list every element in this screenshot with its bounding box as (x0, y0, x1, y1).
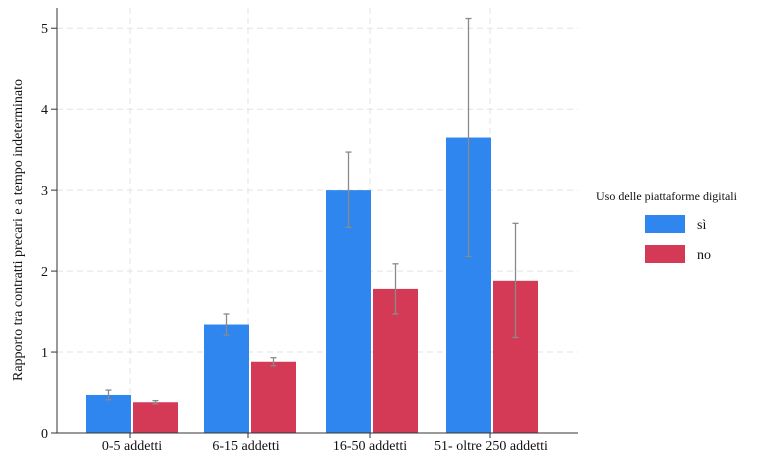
legend-title: Uso delle piattaforme digitali (596, 189, 738, 203)
y-tick-label: 4 (41, 103, 48, 118)
x-tick-label: 16-50 addetti (333, 439, 407, 454)
y-tick-label: 0 (41, 427, 48, 442)
error-bars-layer (105, 17, 519, 405)
legend: Uso delle piattaforme digitali sì no (596, 189, 738, 263)
bar-no (133, 402, 178, 433)
bar-si (86, 394, 131, 433)
legend-swatch-si (645, 215, 685, 233)
legend-label-no: no (697, 248, 711, 263)
x-tick-label: 0-5 addetti (102, 439, 162, 454)
x-tick-label: 6-15 addetti (212, 439, 279, 454)
legend-swatch-no (645, 245, 685, 263)
x-tick-label: 51- oltre 250 addetti (434, 439, 548, 454)
legend-label-si: sì (697, 218, 706, 233)
y-tick-label: 1 (41, 346, 48, 361)
bars-layer (86, 137, 538, 433)
bar-no (251, 361, 296, 433)
y-tick-label: 3 (41, 184, 48, 199)
bar-si (204, 324, 249, 433)
y-axis-title: Rapporto tra contratti precari e a tempo… (11, 79, 26, 381)
bar-si (326, 190, 371, 433)
grid-lines (57, 8, 578, 433)
axes-layer: 0 1 2 3 4 5 0-5 addetti 6-15 addetti 16-50 addet… (41, 8, 578, 454)
y-tick-label: 5 (41, 22, 48, 37)
y-tick-label: 2 (41, 265, 48, 280)
